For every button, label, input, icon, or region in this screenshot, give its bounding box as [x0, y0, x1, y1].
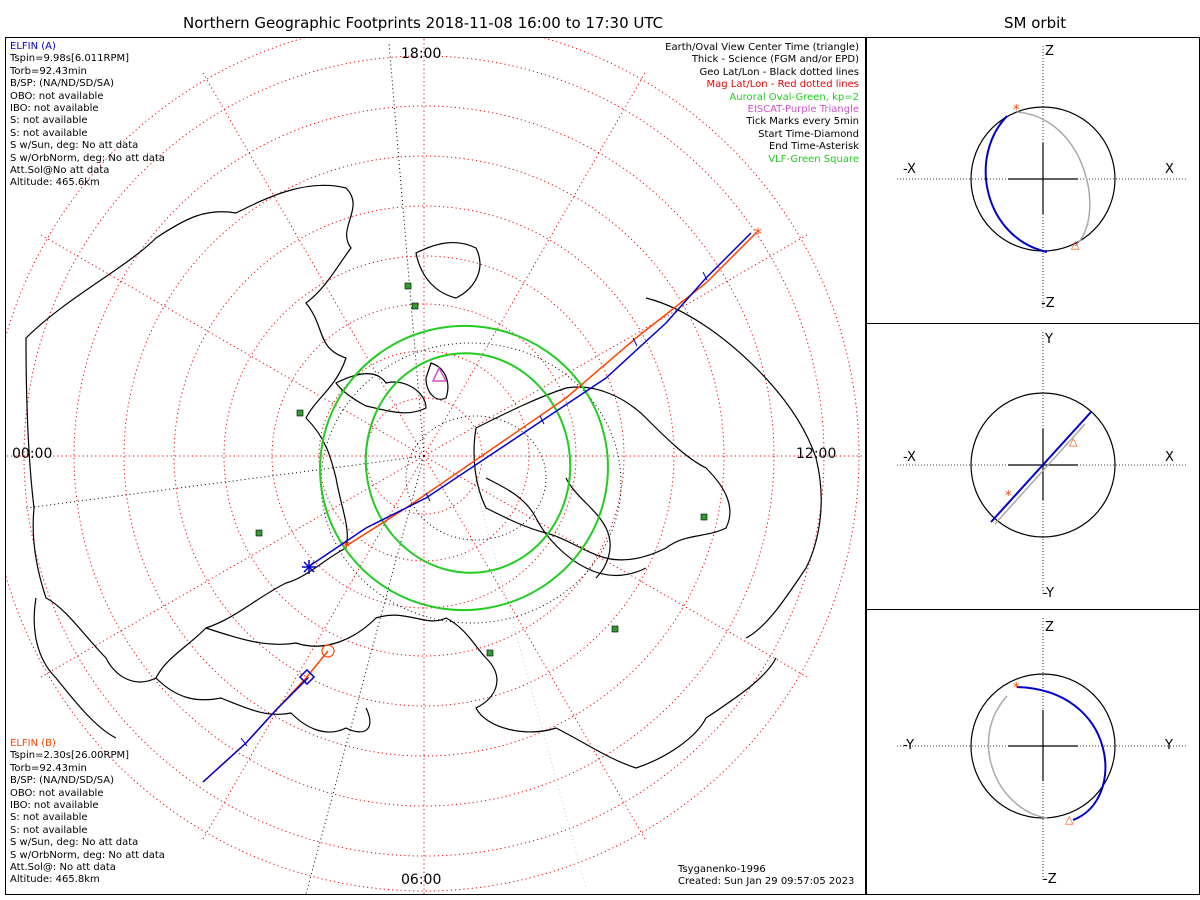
legend: Earth/Oval View Center Time (triangle) T… — [665, 42, 859, 166]
polar-map: * * — [6, 38, 865, 894]
info-line: Tspin=2.30s[26.00RPM] — [10, 750, 130, 762]
orbit-marker: * — [1013, 681, 1020, 696]
earth-cross — [1008, 143, 1078, 214]
info-line: S: not available — [10, 812, 88, 824]
orbit-marker: △ — [1069, 435, 1078, 448]
elfin-b-name: ELFIN (B) — [10, 738, 56, 749]
axis-lines — [897, 618, 1187, 880]
orbit-a — [984, 115, 1048, 253]
legend-item: Earth/Oval View Center Time (triangle) — [665, 42, 859, 53]
elfin-a-info: ELFIN (A) Tspin=9.98s[6.011RPM] Torb=92.… — [10, 41, 165, 190]
info-line: Att.Sol@No att data — [10, 165, 110, 177]
tick-marks — [240, 271, 708, 747]
legend-item: End Time-Asterisk — [768, 141, 859, 153]
axis-left: -X — [903, 450, 916, 465]
legend-item: VLF-Green Square — [768, 153, 859, 165]
footer: Tsyganenko-1996 Created: Sun Jan 29 09:5… — [678, 864, 854, 889]
coastlines — [25, 184, 822, 769]
terminator-line — [475, 487, 587, 889]
orbit-a — [1016, 686, 1107, 821]
axis-top: Z — [1045, 44, 1054, 59]
info-line: S w/Sun, deg: No att data — [10, 140, 139, 152]
elfin-a-end-asterisk — [302, 560, 316, 574]
elfin-b-end-asterisk: * — [342, 537, 350, 556]
info-line: B/SP: (NA/ND/SD/SA) — [10, 775, 114, 787]
info-line: Tspin=9.98s[6.011RPM] — [10, 53, 130, 65]
created-label: Created: Sun Jan 29 09:57:05 2023 — [678, 876, 855, 888]
orbit-ghost — [994, 423, 1086, 525]
legend-item: Start Time-Diamond — [758, 128, 859, 140]
legend-item: Geo Lat/Lon - Black dotted lines — [699, 66, 859, 78]
elfin-b-start-marker — [321, 644, 335, 658]
sm-orbit-yz: * △ Z -Z -Y Y — [866, 609, 1200, 895]
info-line: S w/OrbNorm, deg: No att data — [10, 152, 165, 164]
info-line: Altitude: 465.8km — [10, 874, 100, 886]
orbit-ghost — [1016, 111, 1091, 247]
axis-bottom: -Z — [1043, 872, 1057, 887]
legend-item: Tick Marks every 5min — [746, 116, 859, 128]
orbit-a — [990, 411, 1092, 523]
mag-longitude-lines — [6, 38, 865, 894]
info-line: Altitude: 465.6km — [10, 177, 100, 189]
orbit-ghost — [987, 695, 1048, 819]
axis-right: X — [1165, 162, 1174, 177]
earth-circle — [970, 673, 1116, 819]
axis-right: Y — [1165, 738, 1173, 753]
info-line: B/SP: (NA/ND/SD/SA) — [10, 78, 114, 90]
info-line: S w/Sun, deg: No att data — [10, 837, 139, 849]
legend-item: Auroral Oval-Green, kp=2 — [729, 91, 859, 103]
elfin-a-name: ELFIN (A) — [10, 41, 56, 52]
elfin-a-track — [202, 232, 752, 783]
info-line: Att.Sol@: No att data — [10, 862, 116, 874]
info-line: IBO: not available — [10, 103, 99, 115]
svg-text:*: * — [754, 224, 762, 243]
legend-item: Thick - Science (FGM and/or EPD) — [691, 54, 859, 66]
sm-orbit-title: SM orbit — [1004, 14, 1067, 32]
info-line: IBO: not available — [10, 800, 99, 812]
mlt-label-top: 18:00 — [401, 46, 442, 62]
mlt-label-right: 12:00 — [796, 446, 837, 462]
mlt-label-bottom: 06:00 — [401, 872, 442, 888]
info-line: S: not available — [10, 127, 88, 139]
sm-orbit-xy: * △ Y -Y -X X — [866, 323, 1200, 610]
axis-left: -Y — [903, 738, 915, 753]
map-title: Northern Geographic Footprints 2018-11-0… — [183, 14, 664, 32]
map-panel: * * 18:00 06:00 00:00 12:00 — [5, 37, 866, 895]
axis-lines — [897, 46, 1187, 308]
info-line: S w/OrbNorm, deg: No att data — [10, 849, 165, 861]
legend-item: EISCAT-Purple Triangle — [747, 104, 860, 116]
info-line: OBO: not available — [10, 90, 104, 102]
orbit-marker: * — [1005, 489, 1012, 504]
model-label: Tsyganenko-1996 — [678, 864, 766, 875]
info-line: S: not available — [10, 824, 88, 836]
axis-bottom: -Z — [1041, 296, 1055, 311]
info-line: Torb=92.43min — [10, 762, 87, 774]
axis-lines — [897, 332, 1187, 594]
axis-right: X — [1165, 450, 1174, 465]
info-line: OBO: not available — [10, 787, 104, 799]
geo-grid-lines — [25, 42, 622, 894]
auroral-oval — [319, 324, 609, 612]
elfin-a-start-diamond — [298, 668, 316, 686]
vlf-stations — [255, 282, 708, 657]
axis-top: Z — [1045, 620, 1054, 635]
eiscat-triangle — [431, 366, 448, 382]
axis-top: Y — [1045, 332, 1053, 347]
earth-cross — [1008, 710, 1078, 781]
orbit-marker: △ — [1065, 813, 1074, 826]
info-line: Torb=92.43min — [10, 65, 87, 77]
mlt-label-left: 00:00 — [12, 446, 53, 462]
orbit-marker: * — [1013, 103, 1020, 118]
earth-circle — [970, 392, 1116, 538]
elfin-b-info: ELFIN (B) Tspin=2.30s[26.00RPM] Torb=92.… — [10, 738, 165, 887]
axis-bottom: -Y — [1043, 586, 1055, 601]
sm-orbit-xz: * △ Z -Z -X X — [866, 37, 1200, 324]
axis-left: -X — [903, 162, 916, 177]
info-line: S: not available — [10, 115, 88, 127]
legend-item: Mag Lat/Lon - Red dotted lines — [706, 79, 859, 91]
orbit-marker: △ — [1071, 238, 1080, 251]
